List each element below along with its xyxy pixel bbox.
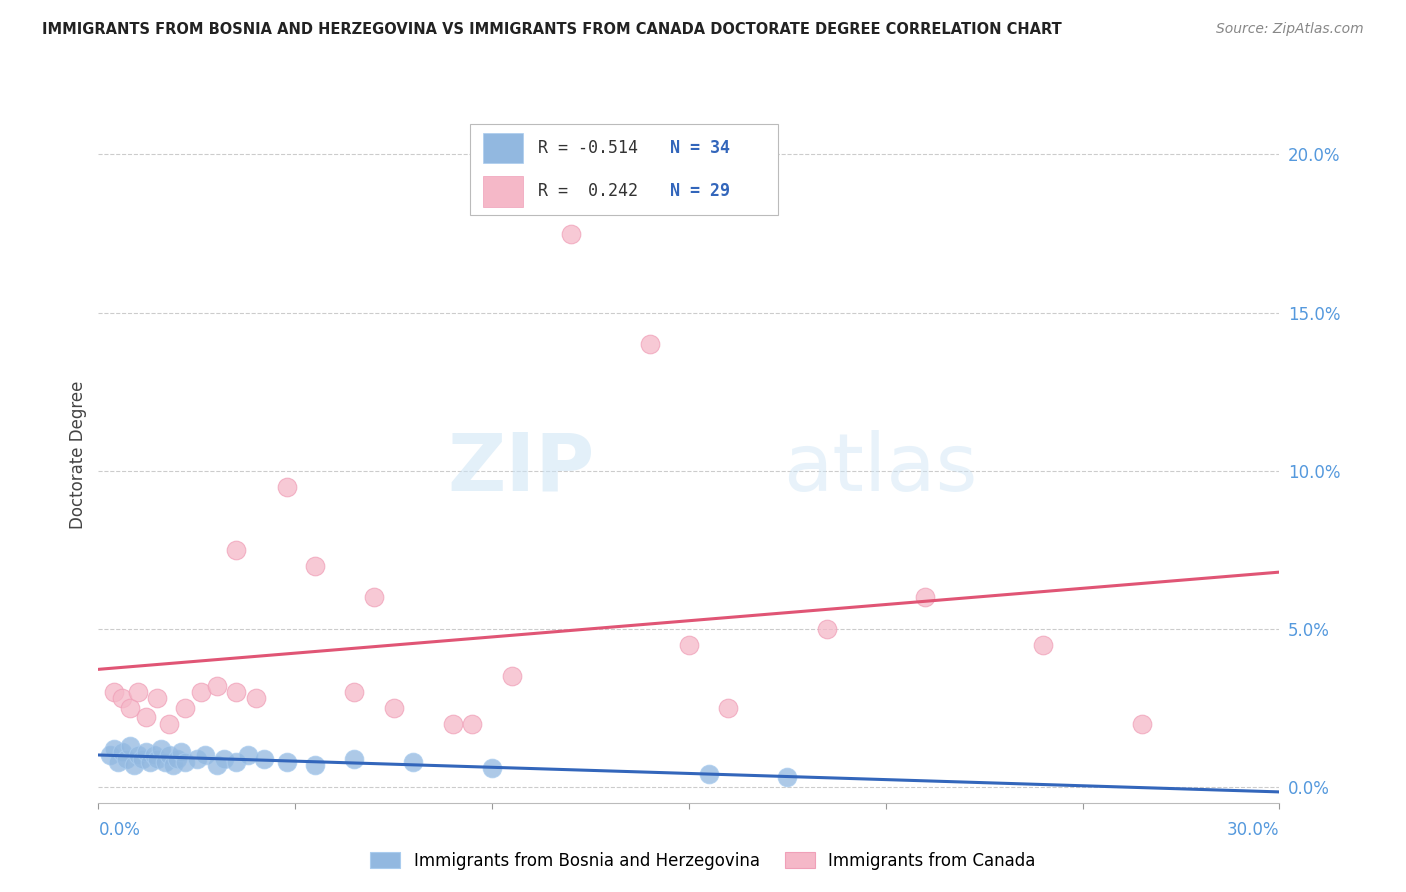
- Point: [697, 767, 720, 781]
- Point: [205, 757, 228, 772]
- Text: IMMIGRANTS FROM BOSNIA AND HERZEGOVINA VS IMMIGRANTS FROM CANADA DOCTORATE DEGRE: IMMIGRANTS FROM BOSNIA AND HERZEGOVINA V…: [42, 22, 1062, 37]
- Text: N = 34: N = 34: [671, 139, 730, 157]
- Point: [501, 669, 523, 683]
- Text: Source: ZipAtlas.com: Source: ZipAtlas.com: [1216, 22, 1364, 37]
- Point: [150, 742, 173, 756]
- Point: [914, 591, 936, 605]
- Point: [135, 745, 157, 759]
- Point: [343, 751, 366, 765]
- Text: R = -0.514: R = -0.514: [538, 139, 638, 157]
- Point: [138, 755, 160, 769]
- Point: [174, 701, 197, 715]
- Legend: Immigrants from Bosnia and Herzegovina, Immigrants from Canada: Immigrants from Bosnia and Herzegovina, …: [364, 846, 1042, 877]
- FancyBboxPatch shape: [471, 124, 778, 215]
- Point: [98, 748, 121, 763]
- Point: [382, 701, 405, 715]
- Point: [276, 755, 298, 769]
- Point: [461, 716, 484, 731]
- Point: [131, 751, 153, 765]
- Point: [363, 591, 385, 605]
- Point: [214, 751, 236, 765]
- Point: [717, 701, 740, 715]
- Point: [157, 716, 180, 731]
- Point: [155, 755, 177, 769]
- Point: [560, 227, 582, 241]
- Point: [276, 479, 298, 493]
- Point: [225, 542, 247, 557]
- Point: [245, 691, 267, 706]
- Point: [162, 757, 184, 772]
- Point: [1032, 638, 1054, 652]
- Bar: [482, 133, 523, 163]
- Point: [170, 745, 193, 759]
- Text: atlas: atlas: [783, 430, 977, 508]
- Point: [343, 685, 366, 699]
- Point: [638, 337, 661, 351]
- Point: [146, 751, 169, 765]
- Point: [135, 710, 157, 724]
- Text: ZIP: ZIP: [447, 430, 595, 508]
- Point: [127, 685, 149, 699]
- Point: [103, 685, 125, 699]
- Point: [481, 761, 503, 775]
- Point: [111, 691, 134, 706]
- Point: [142, 748, 165, 763]
- Point: [815, 622, 838, 636]
- Point: [236, 748, 259, 763]
- Point: [1130, 716, 1153, 731]
- Text: 0.0%: 0.0%: [98, 821, 141, 838]
- Point: [111, 745, 134, 759]
- Bar: [482, 176, 523, 207]
- Point: [166, 751, 188, 765]
- Point: [122, 757, 145, 772]
- Point: [441, 716, 464, 731]
- Point: [678, 638, 700, 652]
- Point: [118, 701, 141, 715]
- Point: [253, 751, 276, 765]
- Text: 30.0%: 30.0%: [1227, 821, 1279, 838]
- Text: R =  0.242: R = 0.242: [538, 182, 638, 201]
- Point: [776, 771, 799, 785]
- Point: [304, 558, 326, 573]
- Point: [146, 691, 169, 706]
- Point: [190, 685, 212, 699]
- Point: [157, 748, 180, 763]
- Point: [225, 685, 247, 699]
- Text: N = 29: N = 29: [671, 182, 730, 201]
- Point: [115, 751, 138, 765]
- Point: [205, 679, 228, 693]
- Point: [186, 751, 208, 765]
- Point: [127, 748, 149, 763]
- Y-axis label: Doctorate Degree: Doctorate Degree: [69, 381, 87, 529]
- Point: [225, 755, 247, 769]
- Point: [304, 757, 326, 772]
- Point: [103, 742, 125, 756]
- Point: [107, 755, 129, 769]
- Point: [118, 739, 141, 753]
- Point: [174, 755, 197, 769]
- Point: [194, 748, 217, 763]
- Point: [402, 755, 425, 769]
